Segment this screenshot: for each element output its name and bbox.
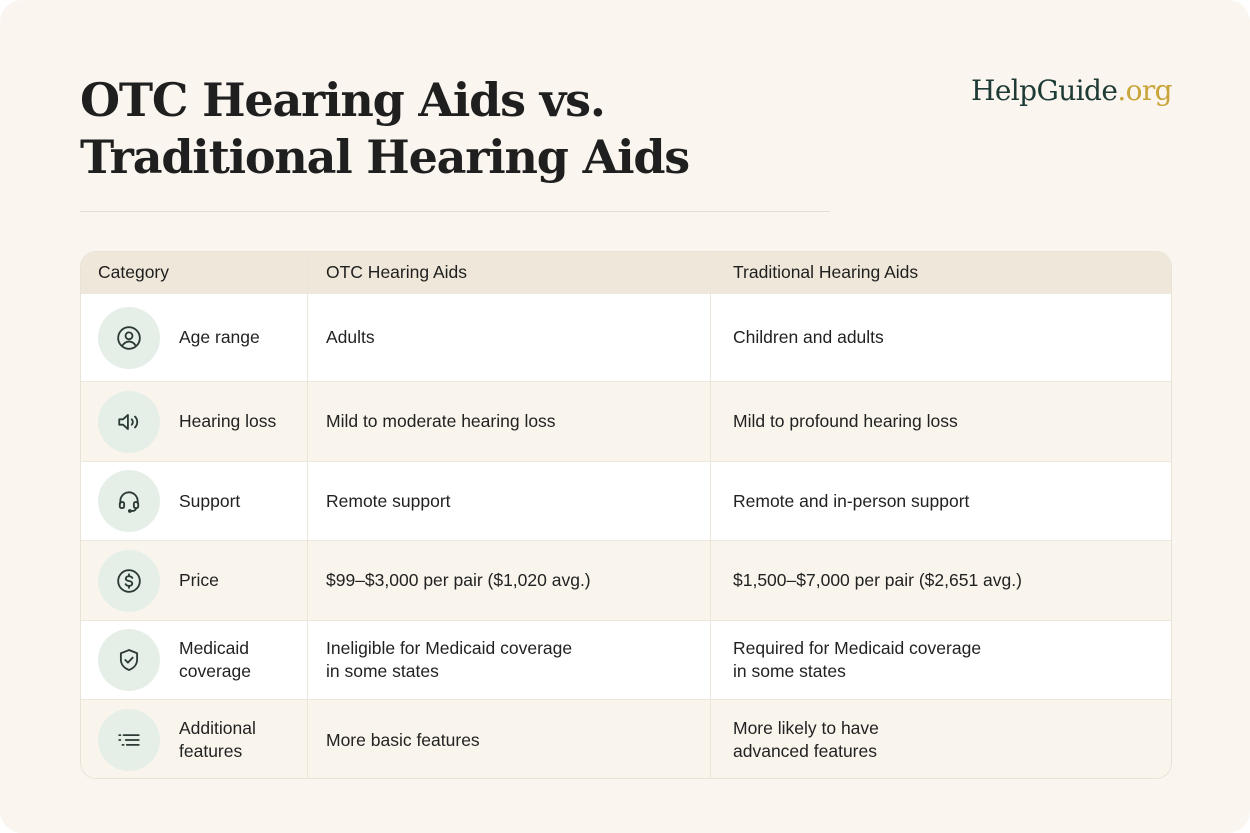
title-line-1: OTC Hearing Aids vs. — [80, 73, 606, 127]
speaker-icon — [98, 390, 160, 453]
traditional-value: More likely to have advanced features — [733, 718, 879, 761]
otc-value: More basic features — [308, 700, 711, 778]
category-label: Hearing loss — [179, 411, 277, 431]
list-icon — [98, 709, 160, 771]
table-row: Hearing loss Mild to moderate hearing lo… — [81, 381, 1171, 461]
traditional-value: Required for Medicaid coverage in some s… — [733, 638, 982, 681]
traditional-value: Mild to profound hearing loss — [733, 411, 958, 431]
category-label: Support — [179, 490, 241, 511]
dollar-circle-icon — [98, 549, 160, 612]
traditional-value: Remote and in-person support — [733, 490, 970, 511]
table-row: Medicaid coverage Ineligible for Medicai… — [81, 620, 1171, 699]
otc-value: Adults — [308, 294, 711, 381]
helpguide-logo[interactable]: HelpGuide.org — [971, 74, 1173, 107]
traditional-value: Children and adults — [733, 327, 884, 347]
headset-icon — [98, 470, 160, 532]
traditional-value: $1,500–$7,000 per pair ($2,651 avg.) — [733, 570, 1022, 590]
logo-tld-text: .org — [1117, 74, 1172, 107]
header-traditional: Traditional Hearing Aids — [733, 262, 919, 282]
table-header-row: Category OTC Hearing Aids Traditional He… — [81, 252, 1171, 293]
title-divider — [80, 211, 830, 212]
logo-main-text: HelpGuide — [971, 74, 1118, 107]
person-circle-icon — [98, 306, 160, 369]
category-label: Price — [179, 570, 219, 590]
otc-value: Mild to moderate hearing loss — [308, 382, 711, 461]
comparison-table: Category OTC Hearing Aids Traditional He… — [80, 251, 1172, 779]
otc-value: Ineligible for Medicaid coverage in some… — [308, 621, 711, 699]
header-category: Category — [81, 252, 308, 293]
title-line-2: Traditional Hearing Aids — [80, 130, 690, 184]
table-row: Support Remote support Remote and in-per… — [81, 461, 1171, 540]
page-title: OTC Hearing Aids vs. Traditional Hearing… — [80, 72, 780, 186]
category-label: Medicaid coverage — [179, 638, 251, 681]
header-otc: OTC Hearing Aids — [308, 252, 711, 293]
table-row: Additional features More basic features … — [81, 699, 1171, 778]
category-label: Age range — [179, 327, 260, 347]
table-row: Price $99–$3,000 per pair ($1,020 avg.) … — [81, 540, 1171, 620]
otc-value: $99–$3,000 per pair ($1,020 avg.) — [308, 541, 711, 620]
category-label: Additional features — [179, 718, 256, 761]
table-row: Age range Adults Children and adults — [81, 293, 1171, 381]
shield-check-icon — [98, 629, 160, 691]
otc-value: Remote support — [308, 462, 711, 540]
